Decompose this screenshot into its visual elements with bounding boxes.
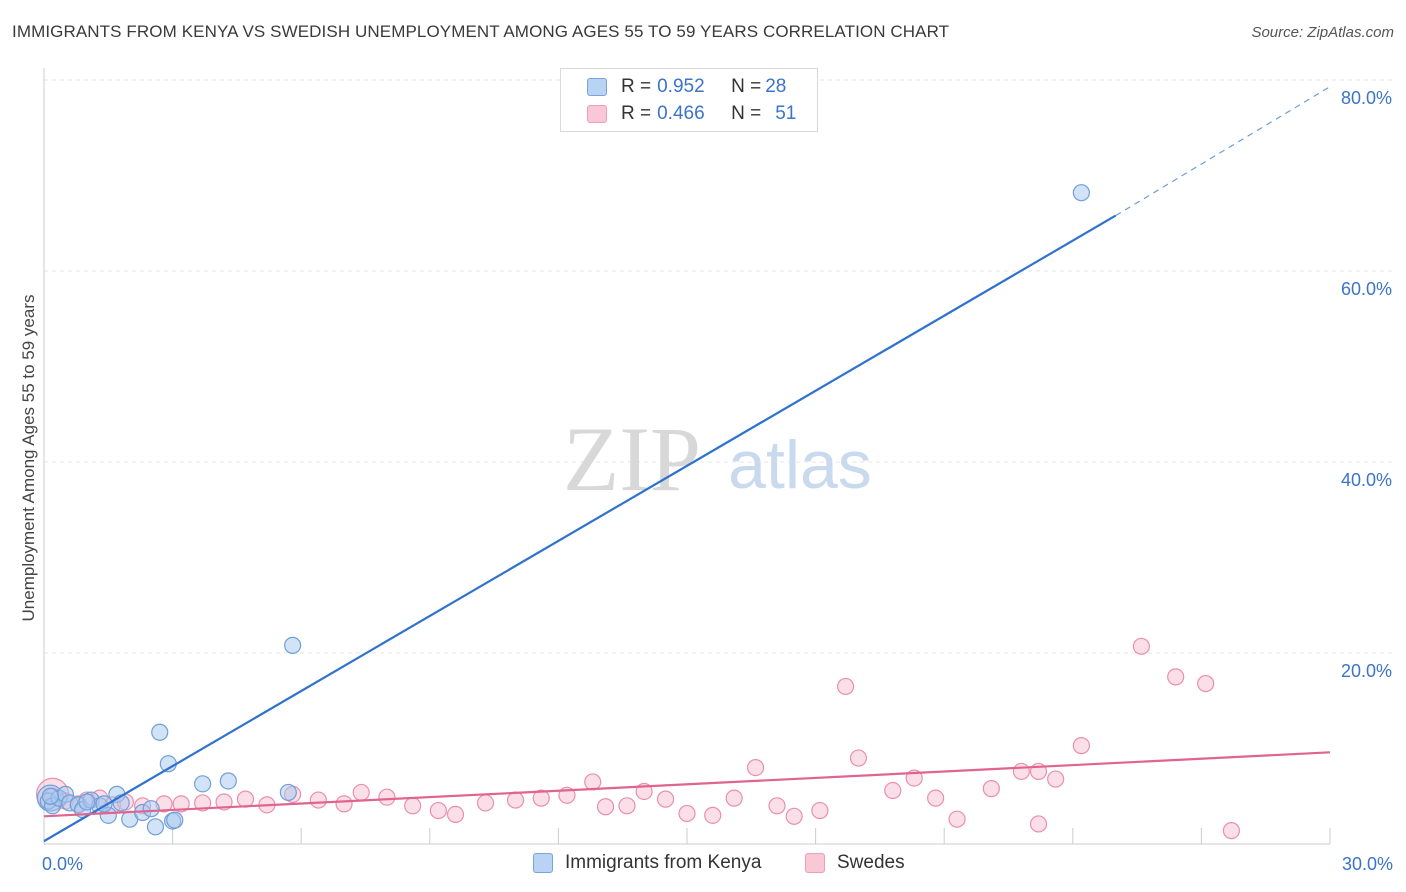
swedes-point xyxy=(656,790,675,808)
legend-swedes-r-label: R = xyxy=(621,103,652,124)
swedes-point xyxy=(1047,770,1065,788)
swedes-point xyxy=(446,805,465,823)
legend-kenya-r-value: 0.952 xyxy=(657,76,705,97)
swedes-point xyxy=(1012,762,1030,781)
legend-kenya-r-label: R = xyxy=(621,76,652,97)
swedes-point xyxy=(948,810,966,828)
swedes-point xyxy=(309,791,327,809)
legend-item-kenya-label: Immigrants from Kenya xyxy=(565,852,762,873)
axes xyxy=(43,68,1331,845)
swedes-point xyxy=(404,797,422,815)
swedes-point xyxy=(194,794,212,812)
swedes-point xyxy=(982,780,1000,798)
swedes-point xyxy=(532,789,550,807)
trend-lines xyxy=(43,86,1331,843)
swedes-point xyxy=(746,758,765,777)
tick-labels: 20.0% 40.0% 60.0% 80.0% 0.0% 30.0% xyxy=(42,88,1393,874)
swedes-point xyxy=(704,806,722,824)
swedes-point xyxy=(927,789,945,807)
legend-kenya-n-value: 28 xyxy=(765,76,787,97)
legend-item-kenya-swatch xyxy=(533,853,553,873)
legend-swatch-swedes xyxy=(587,105,607,123)
swedes-point xyxy=(768,797,786,815)
kenya-point xyxy=(279,783,297,802)
swedes-point xyxy=(429,801,447,820)
swedes-point xyxy=(811,801,829,820)
swedes-point xyxy=(678,804,696,823)
swedes-point xyxy=(335,795,353,813)
swedes-point xyxy=(1072,737,1090,755)
legend-item-swedes-label: Swedes xyxy=(837,852,905,873)
kenya-point xyxy=(78,793,96,811)
legend-item-swedes-swatch xyxy=(805,853,825,873)
swedes-point xyxy=(849,749,868,767)
kenya-point xyxy=(219,772,237,790)
legend-swedes-n-label: N = xyxy=(731,103,762,124)
stats-legend: R = 0.952 N = 28 R = 0.466 N = 51 xyxy=(560,68,818,132)
y-tick-label: 60.0% xyxy=(1341,279,1392,299)
swedes-point xyxy=(618,797,636,815)
swedes-point xyxy=(1167,668,1185,686)
swedes-point xyxy=(837,677,855,696)
y-tick-label: 80.0% xyxy=(1341,88,1392,108)
watermark-zip: ZIP xyxy=(563,408,701,510)
swedes-point xyxy=(236,790,255,808)
kenya-point xyxy=(1072,184,1090,202)
swedes-point xyxy=(1197,674,1215,693)
kenya-trend-line xyxy=(43,214,1117,843)
swedes-trend-line xyxy=(43,751,1331,818)
swedes-point xyxy=(1132,637,1150,655)
legend-swedes-n-value: 51 xyxy=(775,103,797,124)
swedes-point xyxy=(1222,822,1241,840)
y-tick-label: 40.0% xyxy=(1341,470,1392,490)
kenya-point xyxy=(142,800,160,818)
swedes-point xyxy=(1029,815,1048,833)
kenya-point xyxy=(151,723,169,741)
kenya-trend-extension xyxy=(1115,86,1331,217)
legend-row-swedes: R = 0.466 N = 51 xyxy=(587,102,796,126)
kenya-point xyxy=(284,636,302,654)
kenya-point xyxy=(41,787,60,805)
y-tick-label: 20.0% xyxy=(1341,661,1392,681)
swedes-point xyxy=(352,783,370,802)
swedes-point xyxy=(596,798,615,816)
watermark-atlas: atlas xyxy=(728,427,872,503)
kenya-point xyxy=(194,775,212,793)
kenya-point xyxy=(166,811,184,829)
kenya-point xyxy=(146,818,165,836)
watermark: ZIP atlas xyxy=(563,408,872,510)
x-tick-label-max: 30.0% xyxy=(1342,854,1393,874)
swedes-point xyxy=(584,773,602,791)
swedes-point xyxy=(884,781,902,800)
swedes-point xyxy=(215,793,233,811)
swedes-point xyxy=(725,789,743,807)
gridlines xyxy=(44,79,1392,654)
x-tick-label-min: 0.0% xyxy=(42,854,83,874)
legend-swatch-kenya xyxy=(587,78,607,96)
series-legend: Immigrants from Kenya Swedes xyxy=(0,852,1406,878)
legend-swedes-r-value: 0.466 xyxy=(657,103,705,124)
legend-item-kenya: Immigrants from Kenya xyxy=(533,852,761,874)
legend-row-kenya: R = 0.952 N = 28 xyxy=(587,75,786,99)
series-kenya xyxy=(36,184,1090,836)
swedes-point xyxy=(506,791,525,809)
y-axis-label: Unemployment Among Ages 55 to 59 years xyxy=(19,295,38,622)
legend-kenya-n-label: N = xyxy=(731,76,762,97)
swedes-point xyxy=(476,794,495,812)
swedes-point xyxy=(378,788,396,806)
swedes-point xyxy=(785,807,803,825)
source-label: Source: ZipAtlas.com xyxy=(1251,24,1394,41)
chart-title: IMMIGRANTS FROM KENYA VS SWEDISH UNEMPLO… xyxy=(12,22,950,41)
swedes-point xyxy=(172,795,190,813)
legend-item-swedes: Swedes xyxy=(805,852,905,874)
